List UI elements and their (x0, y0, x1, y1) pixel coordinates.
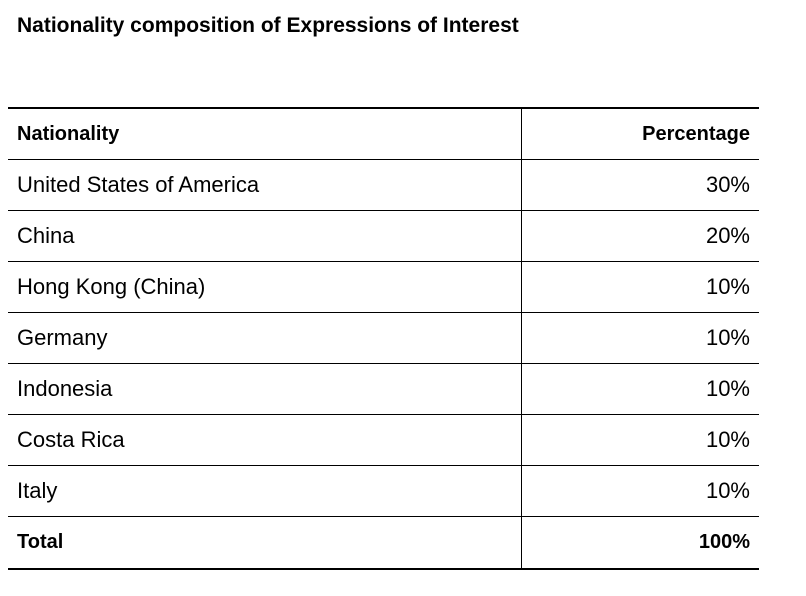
nationality-cell: Indonesia (8, 364, 522, 414)
table-row: Hong Kong (China) 10% (8, 262, 759, 313)
table-row: Germany 10% (8, 313, 759, 364)
page-title: Nationality composition of Expressions o… (17, 14, 519, 37)
percentage-cell: 10% (705, 274, 750, 299)
total-percentage: 100% (698, 531, 750, 553)
percentage-cell: 30% (705, 172, 750, 197)
column-header-percentage: Percentage (642, 122, 750, 145)
nationality-cell: Italy (8, 466, 522, 516)
table-row: Italy 10% (8, 466, 759, 517)
table-row: Indonesia 10% (8, 364, 759, 415)
table-row: China 20% (8, 211, 759, 262)
table-header-row: Nationality Percentage (8, 109, 759, 160)
column-header-nationality: Nationality (8, 109, 522, 159)
nationality-cell: China (8, 211, 522, 261)
percentage-cell: 10% (705, 478, 750, 503)
percentage-cell: 20% (705, 223, 750, 248)
total-label: Total (8, 517, 522, 568)
nationality-cell: United States of America (8, 160, 522, 210)
nationality-cell: Germany (8, 313, 522, 363)
percentage-cell: 10% (705, 427, 750, 452)
table-total-row: Total 100% (8, 517, 759, 568)
table-row: Costa Rica 10% (8, 415, 759, 466)
nationality-cell: Costa Rica (8, 415, 522, 465)
percentage-cell: 10% (705, 325, 750, 350)
percentage-cell: 10% (705, 376, 750, 401)
nationality-table: Nationality Percentage United States of … (8, 107, 759, 570)
nationality-cell: Hong Kong (China) (8, 262, 522, 312)
table-row: United States of America 30% (8, 160, 759, 211)
